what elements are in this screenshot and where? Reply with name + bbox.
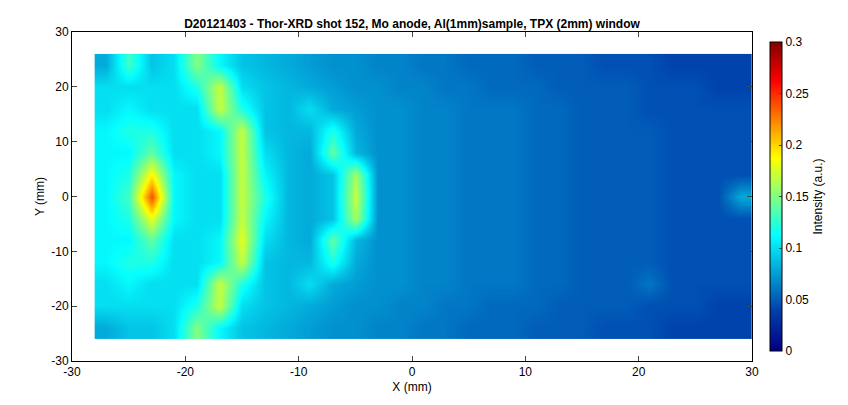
svg-text:0.3: 0.3 [785, 35, 802, 49]
svg-text:X (mm): X (mm) [392, 380, 431, 394]
svg-text:10: 10 [55, 135, 69, 149]
svg-text:0: 0 [62, 190, 69, 204]
svg-text:-10: -10 [290, 365, 308, 379]
svg-text:D20121403 - Thor-XRD shot 152,: D20121403 - Thor-XRD shot 152, Mo anode,… [184, 17, 640, 31]
svg-text:20: 20 [55, 80, 69, 94]
svg-text:0: 0 [409, 365, 416, 379]
svg-text:0.25: 0.25 [785, 87, 809, 101]
svg-text:0.05: 0.05 [785, 293, 809, 307]
svg-text:-20: -20 [177, 365, 195, 379]
svg-text:20: 20 [632, 365, 646, 379]
svg-text:Intensity (a.u.): Intensity (a.u.) [811, 158, 825, 234]
svg-text:0.1: 0.1 [785, 241, 802, 255]
svg-text:30: 30 [55, 25, 69, 39]
svg-text:-20: -20 [51, 299, 69, 313]
svg-text:0.15: 0.15 [785, 190, 809, 204]
svg-text:-30: -30 [63, 365, 81, 379]
svg-text:30: 30 [745, 365, 759, 379]
svg-text:10: 10 [519, 365, 533, 379]
svg-text:0: 0 [785, 344, 792, 358]
svg-text:Y (mm): Y (mm) [33, 177, 47, 216]
svg-text:-10: -10 [51, 245, 69, 259]
svg-text:-30: -30 [51, 354, 69, 368]
svg-text:0.2: 0.2 [785, 138, 802, 152]
